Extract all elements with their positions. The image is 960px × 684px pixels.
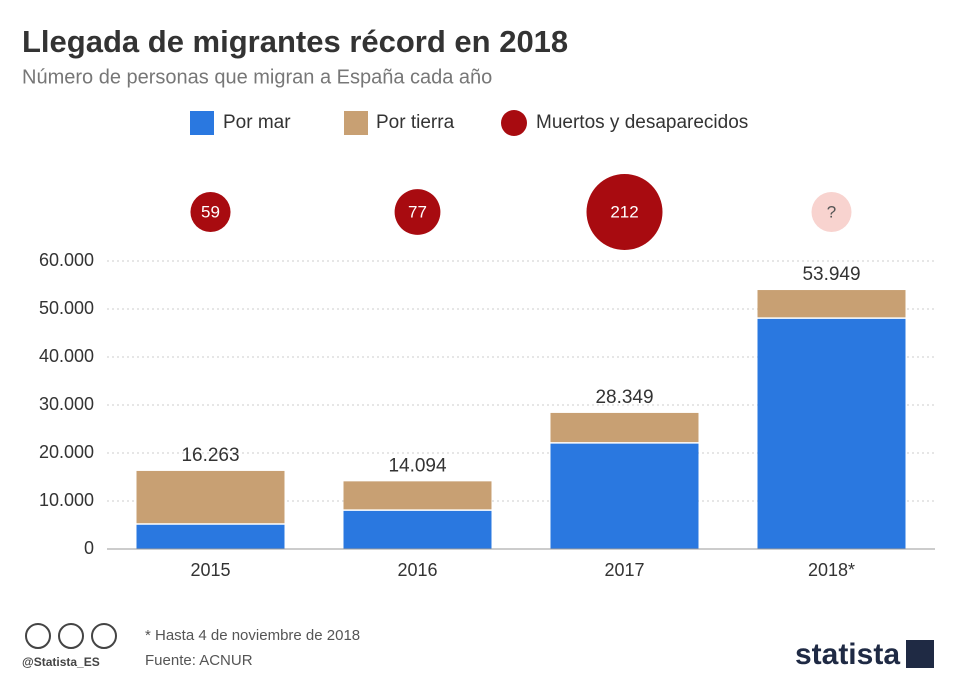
bar-segment <box>550 412 699 443</box>
bar-segment <box>343 510 492 549</box>
y-tick-label: 20.000 <box>39 442 94 462</box>
x-tick-label: 2015 <box>190 560 230 580</box>
brand-logo <box>906 640 934 668</box>
bar-segment <box>343 481 492 511</box>
y-tick-label: 40.000 <box>39 346 94 366</box>
legend-swatch <box>501 110 527 136</box>
cc-icons <box>25 623 117 649</box>
bubble-label: ? <box>827 202 836 221</box>
legend-swatch <box>190 111 214 135</box>
handle: @Statista_ES <box>22 655 100 669</box>
legend-label: Muertos y desaparecidos <box>536 112 748 133</box>
bar-segment <box>757 290 906 319</box>
brand: statista <box>795 638 900 671</box>
total-label: 16.263 <box>181 445 239 466</box>
chart-title: Llegada de migrantes récord en 2018 <box>22 24 568 59</box>
y-tick-label: 0 <box>84 538 94 558</box>
x-tick-label: 2017 <box>604 560 644 580</box>
y-tick-label: 50.000 <box>39 298 94 318</box>
bubble <box>811 192 852 232</box>
bubble <box>586 174 663 250</box>
y-tick-label: 10.000 <box>39 490 94 510</box>
x-tick-label: 2018* <box>808 560 855 580</box>
bar-segment <box>550 442 699 549</box>
x-tick-label: 2016 <box>397 560 437 580</box>
bar-segment <box>136 470 285 525</box>
y-tick-label: 60.000 <box>39 250 94 270</box>
chart-subtitle: Número de personas que migran a España c… <box>22 66 492 88</box>
bubble-label: 59 <box>201 202 220 221</box>
source: Fuente: ACNUR <box>145 652 253 669</box>
bubble-label: 212 <box>610 202 638 221</box>
bubble <box>190 191 231 233</box>
legend-label: Por mar <box>223 112 291 133</box>
bubble-label: 77 <box>408 202 427 221</box>
bubble <box>394 189 441 235</box>
total-label: 28.349 <box>595 387 653 408</box>
total-label: 14.094 <box>388 455 447 476</box>
note: * Hasta 4 de noviembre de 2018 <box>145 627 360 644</box>
legend-label: Por tierra <box>376 112 455 133</box>
bar-segment <box>757 318 906 549</box>
legend-swatch <box>344 111 368 135</box>
y-tick-label: 30.000 <box>39 394 94 414</box>
bar-segment <box>136 524 285 549</box>
total-label: 53.949 <box>802 264 860 285</box>
